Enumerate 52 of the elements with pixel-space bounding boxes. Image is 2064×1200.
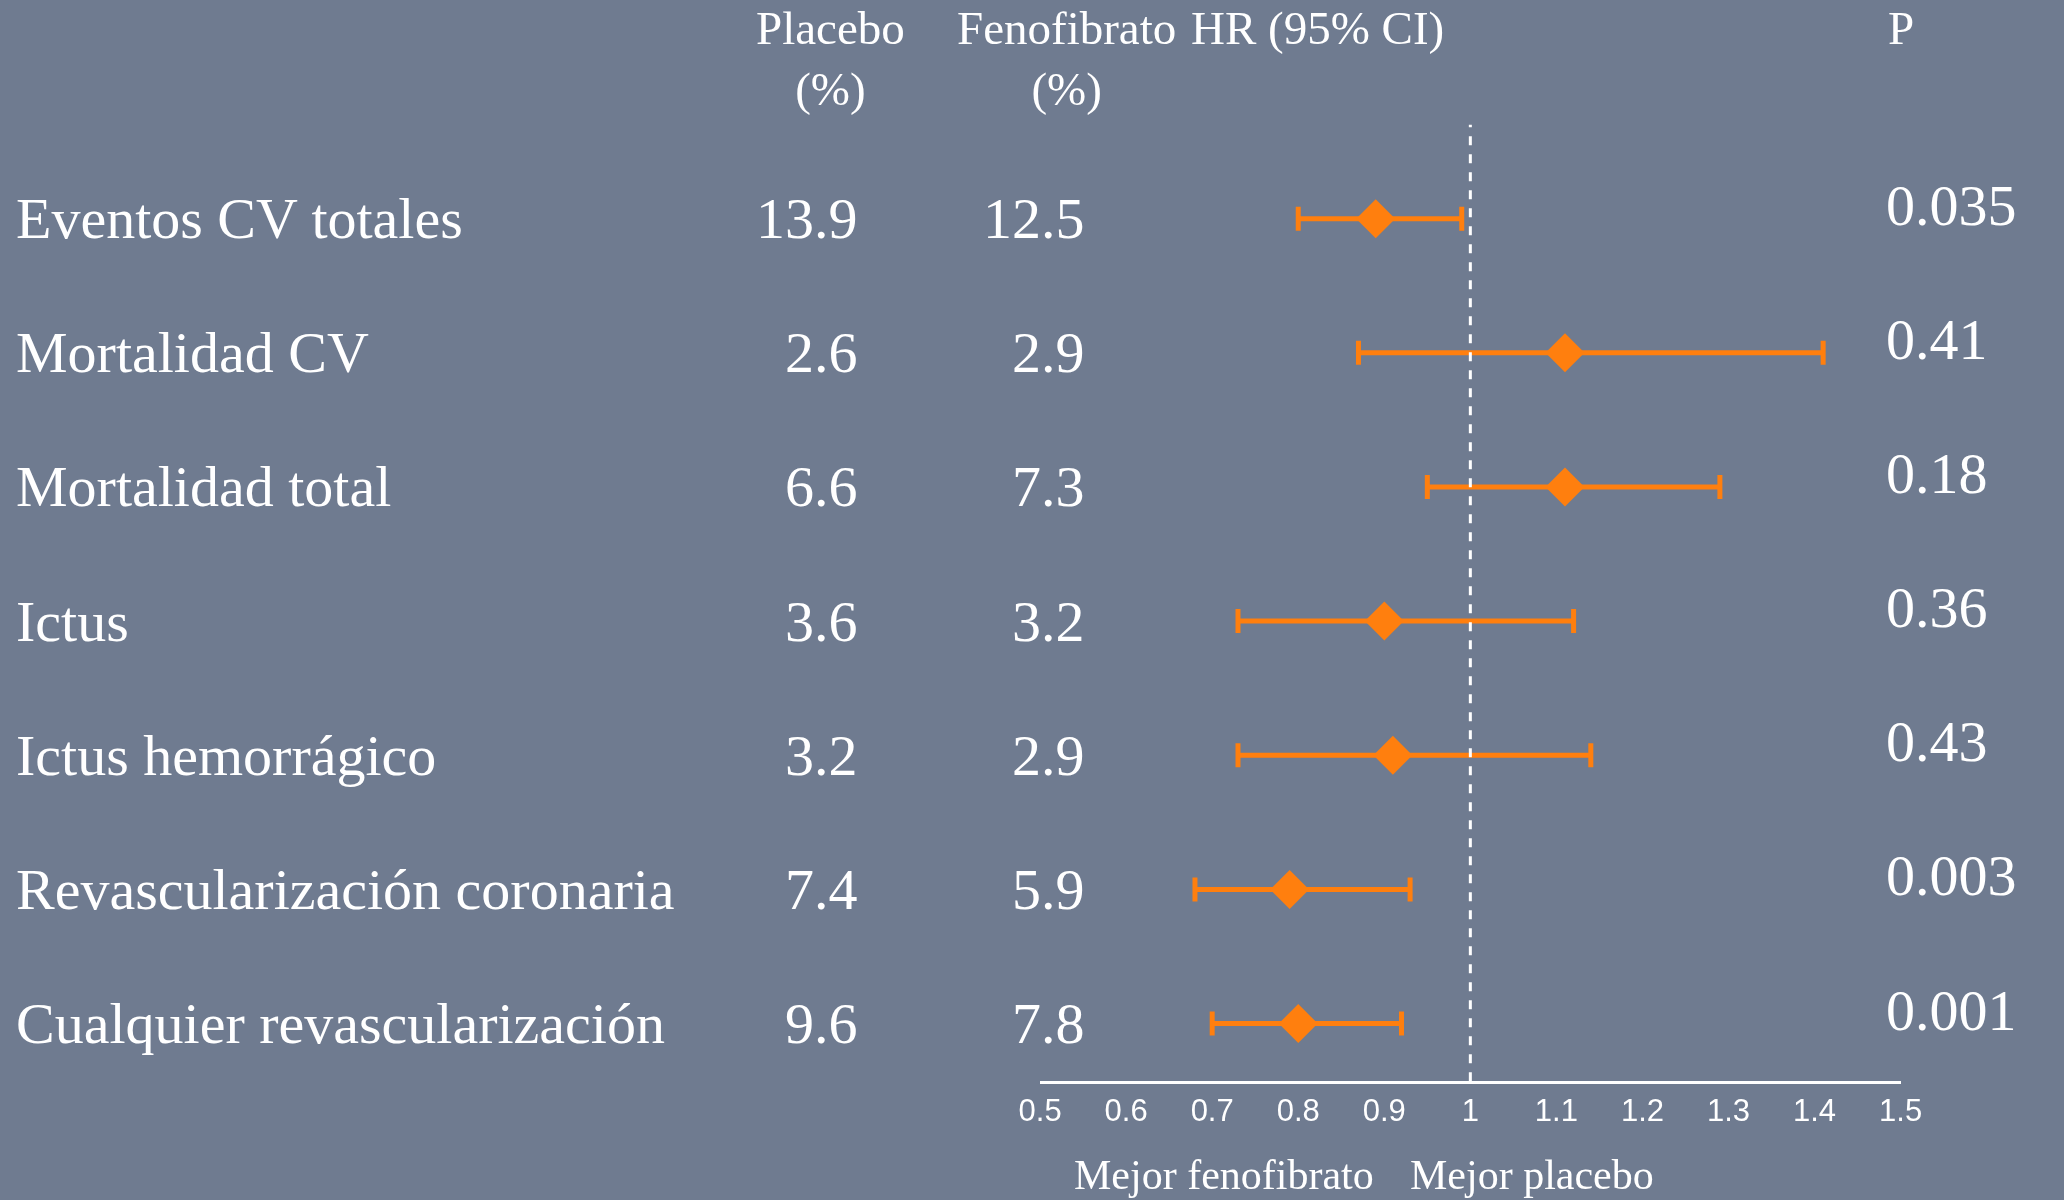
annotation: 0.36 <box>1886 575 1988 640</box>
point <box>1373 735 1413 775</box>
annotation: 0.18 <box>1886 441 1988 506</box>
y-tick-label: Eventos CV totales <box>16 186 463 251</box>
x-tick-label: 0.7 <box>1190 1093 1234 1129</box>
y-tick-label: Revascularización coronaria <box>16 857 675 922</box>
text: Mejor placebo <box>1410 1152 1654 1198</box>
point <box>1364 601 1404 641</box>
annotation: 2.9 <box>1012 723 1085 788</box>
x-tick-label: 1.1 <box>1534 1093 1578 1129</box>
text: HR (95% CI) <box>1191 2 1445 54</box>
annotation: 0.41 <box>1886 307 1988 372</box>
text: 7.4 <box>785 857 858 922</box>
annotation: 0.43 <box>1886 709 1988 774</box>
annotation: 7.8 <box>1012 991 1085 1056</box>
x-tick-label: 1 <box>1461 1093 1479 1129</box>
point <box>1356 199 1396 239</box>
x-tick-label: 1.3 <box>1706 1093 1751 1129</box>
x-tick-label: 0.8 <box>1276 1093 1320 1129</box>
y-tick-label: Cualquier revascularización <box>16 991 665 1056</box>
x-tick-label: 0.6 <box>1104 1093 1148 1129</box>
text: P <box>1888 2 1915 54</box>
y-tick-label: Mortalidad total <box>16 454 392 519</box>
y-tick-label: Mortalidad CV <box>16 320 369 385</box>
point <box>1545 333 1585 373</box>
x-tick-label: 1.2 <box>1620 1093 1664 1129</box>
x-tick-label: 1.4 <box>1793 1093 1837 1129</box>
annotation: 2.9 <box>1012 320 1085 385</box>
annotation: 0.001 <box>1886 978 2017 1043</box>
x-tick-label: 1.5 <box>1879 1093 1923 1129</box>
point <box>1278 1004 1318 1044</box>
text: Fenofibrato (%) <box>957 2 1177 116</box>
x-tick-label: 0.9 <box>1362 1093 1406 1129</box>
annotation: 0.035 <box>1886 173 2017 238</box>
text: 2.6 <box>785 320 858 385</box>
text: 6.6 <box>785 454 858 519</box>
text: 3.6 <box>785 589 858 654</box>
annotation: 7.3 <box>1012 454 1085 519</box>
y-tick-label: Ictus hemorrágico <box>16 723 437 788</box>
text: Mejor fenofibrato <box>1074 1152 1374 1198</box>
y-tick-label: Ictus <box>16 589 129 654</box>
annotation: 5.9 <box>1012 857 1085 922</box>
annotation: 0.003 <box>1886 843 2017 908</box>
point <box>1270 869 1310 909</box>
x-tick-label: 0.5 <box>1018 1093 1062 1129</box>
text: 3.2 <box>785 723 858 788</box>
text: Placebo (%) <box>756 2 905 116</box>
annotation: 12.5 <box>983 186 1085 251</box>
text: 13.9 <box>756 186 858 251</box>
text: 9.6 <box>785 991 858 1056</box>
point <box>1545 467 1585 507</box>
annotation: 3.2 <box>1012 589 1085 654</box>
